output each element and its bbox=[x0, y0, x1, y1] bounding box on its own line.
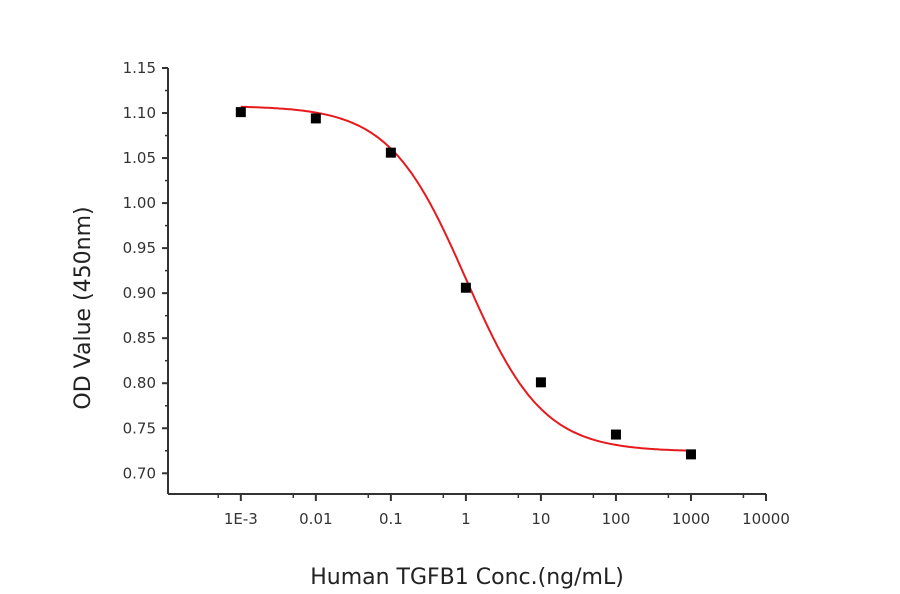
fit-curve bbox=[240, 105, 692, 452]
y-tick-label: 0.75 bbox=[123, 419, 156, 437]
y-tick-label: 0.85 bbox=[123, 329, 156, 347]
y-tick-label: 1.00 bbox=[123, 194, 156, 212]
data-point-marker bbox=[235, 107, 246, 118]
y-tick-label: 1.10 bbox=[123, 104, 156, 122]
data-point-marker bbox=[385, 147, 396, 158]
data-points bbox=[235, 107, 696, 460]
data-point-marker bbox=[610, 429, 621, 440]
y-tick-label: 0.70 bbox=[123, 464, 156, 482]
x-axis-ticks: 1E-3 0.01 0.1 1 10 100 1000 10000 bbox=[217, 494, 790, 528]
x-tick-label: 100 bbox=[602, 510, 631, 528]
y-tick-label: 0.80 bbox=[123, 374, 156, 392]
y-axis-title: OD Value (450nm) bbox=[71, 206, 96, 409]
x-tick-label: 1000 bbox=[672, 510, 710, 528]
data-point-marker bbox=[460, 282, 471, 293]
x-tick-label: 0.1 bbox=[379, 510, 403, 528]
x-tick-label: 10000 bbox=[742, 510, 790, 528]
y-axis-ticks: 0.70 0.75 0.80 0.85 0.90 0.95 1.00 1.05 1.10 1.15 bbox=[123, 59, 168, 482]
x-tick-label: 0.01 bbox=[299, 510, 332, 528]
data-point-marker bbox=[310, 113, 321, 124]
y-tick-label: 1.15 bbox=[123, 59, 156, 77]
data-point-marker bbox=[535, 377, 546, 388]
x-tick-label: 10 bbox=[531, 510, 550, 528]
y-tick-label: 0.95 bbox=[123, 239, 156, 257]
data-point-marker bbox=[685, 449, 696, 460]
x-tick-label: 1E-3 bbox=[224, 510, 258, 528]
y-tick-label: 0.90 bbox=[123, 284, 156, 302]
x-tick-label: 1 bbox=[461, 510, 471, 528]
x-axis-title: Human TGFB1 Conc.(ng/mL) bbox=[310, 565, 624, 590]
y-tick-label: 1.05 bbox=[123, 149, 156, 167]
